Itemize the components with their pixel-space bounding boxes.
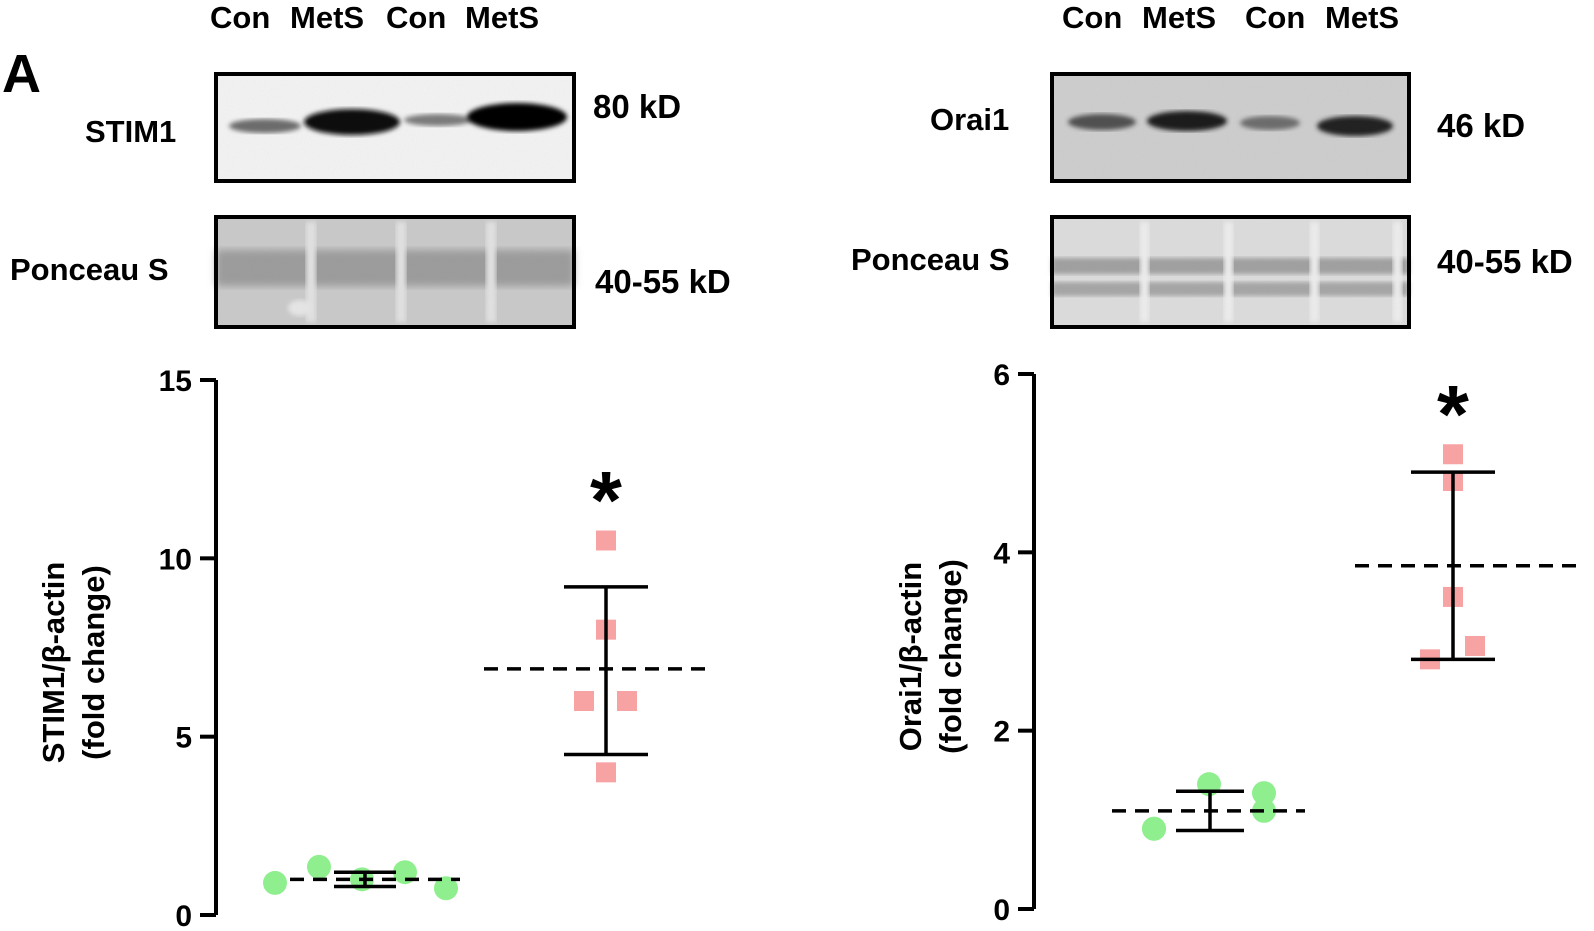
protein-label-stim1: STIM1 <box>85 114 176 149</box>
data-point <box>1142 816 1166 841</box>
y-axis-label: Orai1/β-actin <box>893 562 928 751</box>
y-tick-label: 0 <box>993 894 1010 927</box>
y-tick-label: 2 <box>993 716 1010 749</box>
data-point <box>574 691 594 711</box>
data-point <box>1465 635 1485 656</box>
y-tick-label: 15 <box>159 365 192 398</box>
y-axis-label: (fold change) <box>933 559 968 754</box>
lane-label-r3: Con <box>1245 0 1305 35</box>
significance-asterisk: * <box>590 456 622 547</box>
ponceau-image-right <box>1050 215 1411 329</box>
blot-image-stim1 <box>214 72 576 183</box>
panel-label: A <box>2 44 41 104</box>
y-tick-label: 5 <box>175 722 192 755</box>
data-point <box>1443 444 1463 465</box>
data-point <box>1252 781 1276 806</box>
protein-label-orai1: Orai1 <box>930 102 1009 137</box>
significance-asterisk: * <box>1437 369 1469 460</box>
lane-label-4: MetS <box>465 0 539 35</box>
ponceau-image-left <box>214 215 576 329</box>
blot-orai1-group: Con MetS Con MetS Orai1 46 kD Ponceau S … <box>851 0 1573 329</box>
data-point <box>596 530 616 551</box>
y-tick-label: 6 <box>993 359 1010 392</box>
orai1-scatter-chart: 0 2 4 6 Orai1/β-actin (fold change) * <box>893 359 1585 927</box>
lane-label-r1: Con <box>1062 0 1122 35</box>
blot-stim1-group: Con MetS Con MetS STIM1 80 kD Ponceau S … <box>10 0 731 329</box>
lane-label-r2: MetS <box>1142 0 1216 35</box>
mw-label-stim1: 80 kD <box>593 88 681 125</box>
mw-label-ponceau-right: 40-55 kD <box>1437 243 1573 280</box>
loading-label-right: Ponceau S <box>851 242 1010 277</box>
loading-label-left: Ponceau S <box>10 252 169 287</box>
blot-image-orai1 <box>1050 72 1411 183</box>
mw-label-ponceau-left: 40-55 kD <box>595 263 731 300</box>
lane-label-1: Con <box>210 0 270 35</box>
stim1-scatter-chart: 0 5 10 15 STIM1/β-actin (fold change) * <box>36 365 710 931</box>
y-axis-label: STIM1/β-actin <box>36 562 71 764</box>
data-point <box>307 854 331 879</box>
data-point <box>263 870 287 895</box>
y-tick-label: 10 <box>159 543 192 576</box>
y-tick-label: 0 <box>175 900 192 931</box>
data-point <box>596 762 616 783</box>
y-axis-label: (fold change) <box>76 565 111 760</box>
lane-label-r4: MetS <box>1325 0 1399 35</box>
y-tick-label: 4 <box>993 537 1010 570</box>
lane-label-3: Con <box>386 0 446 35</box>
data-point <box>617 691 637 711</box>
data-point <box>434 876 458 901</box>
mw-label-orai1: 46 kD <box>1437 107 1525 144</box>
lane-label-2: MetS <box>290 0 364 35</box>
